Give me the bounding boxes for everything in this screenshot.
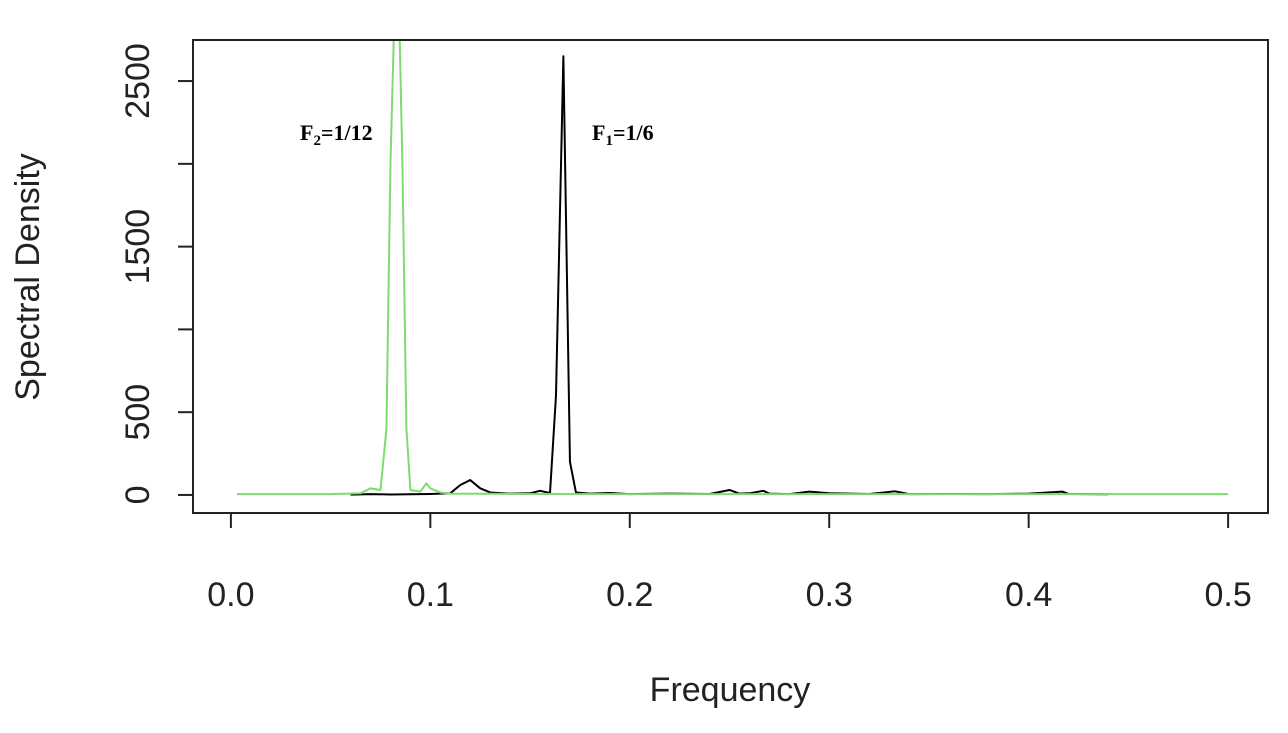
- annotation-rest: =1/6: [613, 120, 654, 145]
- x-tick-label: 0.2: [606, 576, 653, 614]
- y-tick-label: 1500: [119, 209, 157, 285]
- annotation-subscript: 1: [605, 133, 613, 149]
- x-tick-label: 0.0: [207, 576, 254, 614]
- x-tick-label: 0.3: [806, 576, 853, 614]
- annotation: F1=1/6: [592, 120, 654, 149]
- annotation-main: F: [300, 120, 313, 145]
- annotation: F2=1/12: [300, 120, 373, 149]
- plot-frame: [192, 39, 1269, 514]
- annotation-rest: =1/12: [321, 120, 373, 145]
- x-axis-title: Frequency: [650, 671, 811, 709]
- series-line: [236, 41, 1229, 496]
- y-tick-label: 500: [119, 384, 157, 441]
- y-tick-label: 2500: [119, 43, 157, 119]
- y-tick-label: 0: [119, 485, 157, 504]
- x-tick-label: 0.4: [1005, 576, 1052, 614]
- y-axis-title: Spectral Density: [9, 153, 47, 401]
- annotation-main: F: [592, 120, 605, 145]
- annotation-subscript: 2: [313, 133, 321, 149]
- x-tick-label: 0.1: [407, 576, 454, 614]
- x-tick-label: 0.5: [1204, 576, 1251, 614]
- series-line: [350, 55, 1109, 496]
